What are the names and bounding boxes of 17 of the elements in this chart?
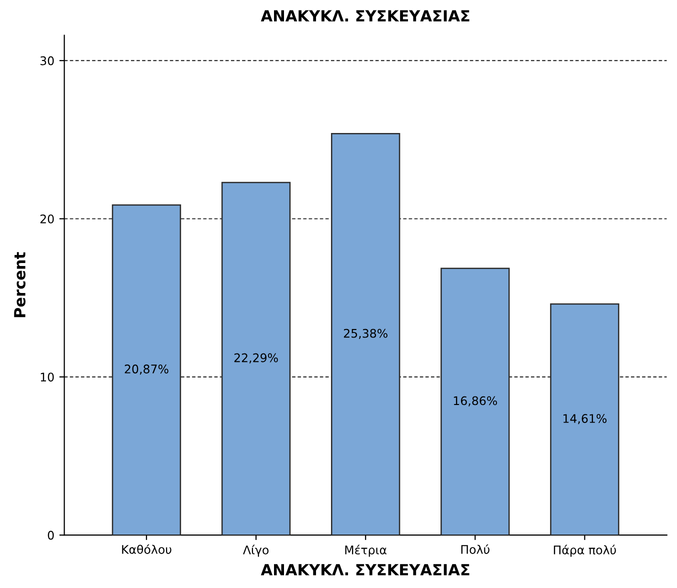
x-tick-label: Λίγο [242, 544, 269, 557]
x-tick-label: Μέτρια [345, 544, 386, 557]
data-label: 20,87% [124, 364, 168, 375]
chart-title: ΑΝΑΚΥΚΛ. ΣΥΣΚΕΥΑΣΙΑΣ [260, 10, 470, 22]
y-tick-label: 10 [40, 372, 54, 382]
x-tick-label: Καθόλου [122, 544, 172, 554]
data-label: 16,86% [454, 396, 497, 406]
x-tick-label: Πάρα πολύ [554, 544, 616, 557]
x-axis-title: ΑΝΑΚΥΚΛ. ΣΥΣΚΕΥΑΣΙΑΣ [260, 564, 470, 576]
data-label: 14,61% [563, 414, 607, 424]
y-tick-label: 0 [48, 530, 54, 540]
data-label: 25,38% [344, 328, 388, 339]
data-label: 22,29% [234, 353, 278, 364]
y-tick-label: 20 [40, 214, 54, 224]
y-tick-label: 30 [40, 56, 54, 66]
y-axis-title: Percent [14, 252, 26, 318]
x-tick-label: Πολύ [461, 544, 490, 554]
